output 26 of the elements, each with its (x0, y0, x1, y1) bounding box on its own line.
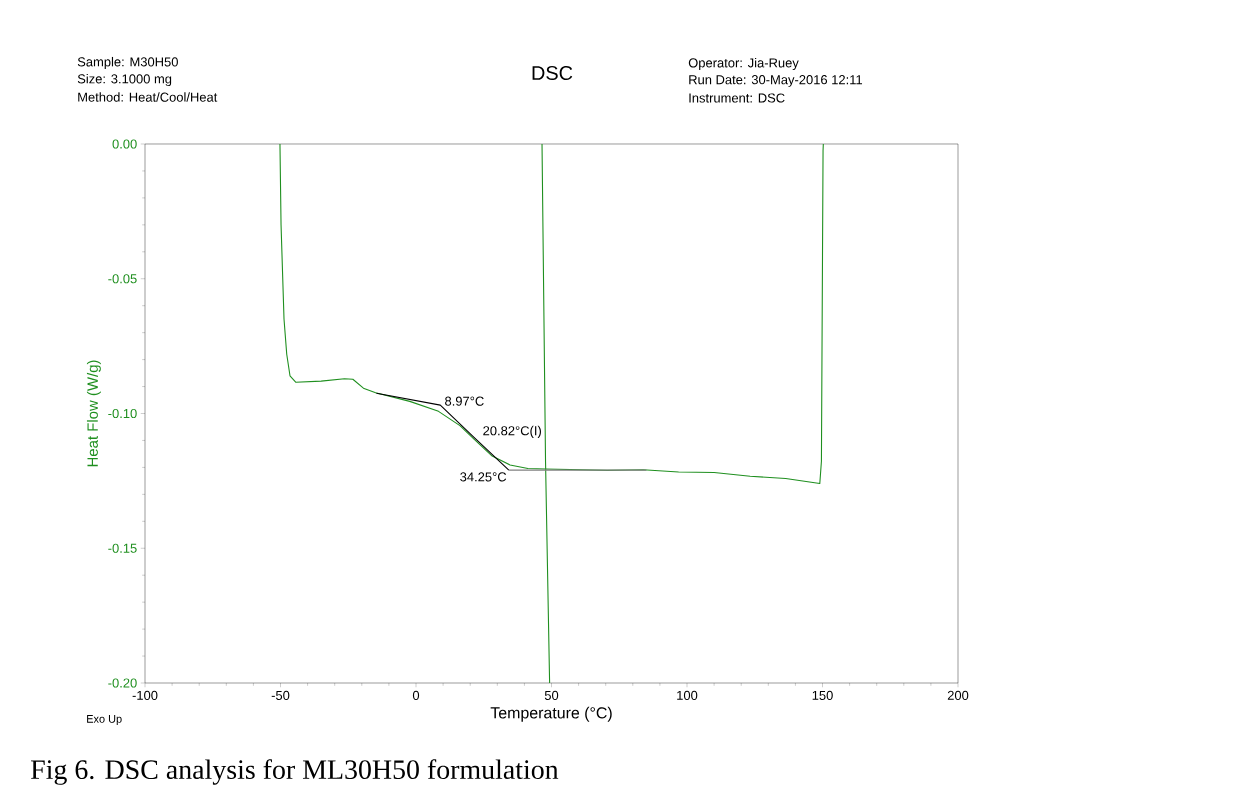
text: Sample: M30H50 (77, 56, 178, 70)
text: Exo Up (87, 715, 122, 725)
chart-title: DSC (532, 65, 573, 81)
y-tick-label: -0.20 (108, 678, 137, 688)
x-axis-title: Temperature (°C) (490, 706, 612, 722)
x-tick-label: -100 (132, 690, 158, 700)
y-tick-label: -0.10 (108, 408, 137, 419)
text: Size: 3.1000 mg (77, 73, 172, 87)
x-tick-label: 200 (947, 690, 969, 700)
y-tick-label: -0.05 (108, 274, 137, 284)
y-tick-label: 0.00 (112, 139, 137, 149)
annotation: 8.97°C (445, 396, 484, 406)
x-tick-label: 50 (544, 690, 559, 700)
text: Run Date: 30-May-2016 12:11 (689, 75, 863, 87)
x-tick-label: -50 (271, 690, 290, 700)
x-tick-label: 100 (677, 690, 698, 700)
x-tick-label: 150 (812, 690, 833, 700)
annotation: 20.82°C(I) (483, 425, 541, 438)
annotation: 34.25°C (460, 472, 507, 482)
caption: Fig 6. DSC analysis for ML30H50 formulation (31, 759, 559, 785)
text: Operator: Jia-Ruey (688, 57, 799, 71)
text: Instrument: DSC (689, 93, 785, 103)
y-axis-title: Heat Flow (W/g) (86, 360, 101, 467)
x-tick-label: 0 (412, 690, 420, 700)
y-tick-label: -0.15 (108, 543, 137, 553)
text: Method: Heat/Cool/Heat (78, 92, 218, 102)
